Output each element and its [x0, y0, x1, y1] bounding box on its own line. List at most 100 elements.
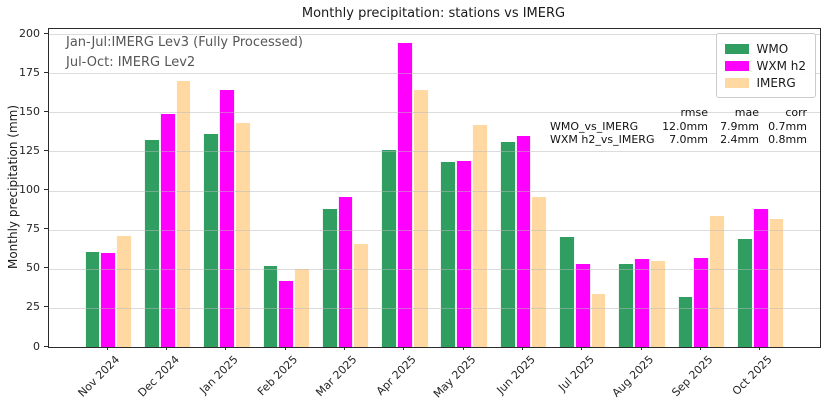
bar-IMERG-Aug-2025 [649, 260, 666, 347]
bar-IMERG-Dec-2024 [175, 80, 192, 347]
bar-IMERG-Mar-2025 [353, 243, 370, 347]
x-tick-mark-Apr-2025 [403, 346, 405, 350]
bar-WMO-Apr-2025 [381, 149, 397, 347]
stats-header-rmse: rmse [680, 106, 708, 119]
legend-swatch-IMERG [724, 77, 749, 88]
stats-value-corr: 0.7mm [768, 119, 807, 133]
stats-value-mae: 7.9mm [720, 119, 759, 133]
stats-value-rmse: 7.0mm [669, 133, 708, 146]
bar-WXM-h2-Jul-2025 [574, 264, 591, 347]
x-tick-label-text: Jul 2025 [556, 353, 597, 394]
bar-WMO-Nov-2024 [84, 251, 101, 347]
x-tick-label-text: Aug 2025 [609, 353, 657, 400]
processing-note-line1: Jan-Jul:IMERG Lev3 (Fully Processed) [66, 35, 303, 50]
bars-layer [49, 29, 820, 347]
bar-IMERG-Nov-2024 [116, 235, 133, 347]
bar-WMO-Mar-2025 [321, 209, 338, 347]
bar-IMERG-Sep-2025 [709, 215, 726, 347]
y-tick-mark-75 [44, 228, 48, 230]
legend-item-IMERG: IMERG [724, 74, 807, 91]
y-tick-mark-50 [44, 267, 48, 269]
y-tick-mark-150 [44, 110, 48, 112]
stats-row-label: WXM h2_vs_IMERG [550, 133, 655, 146]
y-tick-label-100: 100 [19, 183, 40, 196]
bar-WXM-h2-Nov-2024 [100, 253, 117, 347]
bar-WMO-Jun-2025 [499, 142, 516, 347]
plot-area [48, 28, 821, 348]
x-tick-label-text: Sep 2025 [669, 353, 716, 400]
processing-note: Jan-Jul:IMERG Lev3 (Fully Processed) Jul… [66, 33, 303, 73]
x-tick-label-text: Oct 2025 [729, 353, 775, 398]
x-tick-label-text: Jun 2025 [494, 353, 538, 397]
bar-WMO-Aug-2025 [618, 264, 635, 347]
legend: WMO WXM h2 IMERG [715, 33, 816, 98]
x-tick-mark-Jun-2025 [521, 346, 523, 350]
bar-IMERG-Jun-2025 [531, 196, 548, 347]
y-tick-label-0: 0 [33, 339, 40, 353]
bar-WMO-Feb-2025 [262, 265, 279, 347]
bar-WMO-Jan-2025 [203, 134, 219, 347]
stats-value-rmse: 12.0mm [662, 119, 708, 133]
x-tick-mark-Sep-2025 [699, 346, 701, 350]
y-tick-mark-25 [44, 306, 48, 308]
bar-WMO-Jul-2025 [559, 237, 575, 347]
x-tick-mark-May-2025 [462, 346, 464, 350]
x-tick-label-text: May 2025 [430, 353, 479, 401]
bar-WMO-Dec-2024 [143, 140, 160, 347]
legend-label: IMERG [756, 75, 796, 90]
x-tick-label-text: Nov 2024 [75, 353, 123, 400]
y-tick-label-50: 50 [26, 261, 40, 275]
bar-IMERG-Jan-2025 [234, 123, 251, 347]
x-tick-mark-Dec-2024 [166, 346, 168, 350]
bar-WXM-h2-Oct-2025 [752, 209, 769, 347]
x-tick-label-text: Dec 2024 [135, 353, 182, 400]
x-tick-label-text: Apr 2025 [374, 353, 420, 398]
stats-header-mae: mae [734, 106, 759, 119]
x-tick-mark-Jul-2025 [581, 346, 583, 350]
y-tick-label-75: 75 [26, 222, 40, 236]
chart-title: Monthly precipitation: stations vs IMERG [301, 6, 566, 21]
x-tick-mark-Jan-2025 [225, 346, 227, 350]
y-tick-label-125: 125 [19, 143, 40, 157]
stats-row-label: WMO_vs_IMERG [550, 119, 639, 133]
x-tick-mark-Aug-2025 [640, 346, 642, 350]
bar-IMERG-Jul-2025 [590, 293, 607, 347]
stats-value-mae: 2.4mm [720, 133, 759, 146]
legend-item-WXM-h2: WXM h2 [724, 57, 806, 74]
bar-WXM-h2-Feb-2025 [278, 281, 295, 347]
stats-header-corr: corr [785, 106, 807, 119]
x-tick-mark-Mar-2025 [344, 346, 346, 350]
bar-WMO-May-2025 [440, 162, 457, 347]
x-tick-mark-Feb-2025 [284, 346, 286, 350]
stats-table: rmse mae corr WMO_vs_IMERG 12.0mm 7.9mm 0.7mm W… [550, 106, 807, 147]
x-tick-label-text: Mar 2025 [313, 353, 360, 400]
x-tick-label-text: Feb 2025 [255, 353, 301, 399]
bar-WXM-h2-Aug-2025 [634, 259, 650, 347]
y-tick-label-200: 200 [19, 26, 40, 40]
stats-value-corr: 0.8mm [768, 133, 807, 146]
y-tick-label-175: 175 [19, 65, 40, 79]
bar-WXM-h2-Dec-2024 [159, 113, 176, 347]
bar-WXM-h2-Apr-2025 [396, 43, 413, 347]
bar-WXM-h2-May-2025 [456, 160, 473, 347]
bar-WXM-h2-Mar-2025 [337, 196, 354, 347]
y-tick-mark-125 [44, 149, 48, 151]
bar-WXM-h2-Jan-2025 [219, 90, 235, 347]
bar-WXM-h2-Sep-2025 [693, 257, 710, 347]
bar-IMERG-May-2025 [472, 124, 488, 347]
y-tick-mark-0 [44, 345, 48, 347]
bar-WMO-Sep-2025 [677, 296, 694, 347]
x-tick-label-text: Jan 2025 [197, 353, 242, 397]
y-tick-mark-100 [44, 189, 48, 190]
y-tick-label-25: 25 [26, 300, 40, 314]
bar-WXM-h2-Jun-2025 [515, 135, 532, 347]
processing-note-line2: Jul-Oct: IMERG Lev2 [66, 55, 196, 70]
stats-header-blank [550, 106, 650, 120]
bar-IMERG-Oct-2025 [768, 218, 785, 347]
bar-IMERG-Apr-2025 [412, 90, 429, 347]
legend-swatch-WXM-h2 [724, 60, 749, 71]
bar-IMERG-Feb-2025 [294, 268, 310, 347]
legend-label: WMO [756, 41, 789, 56]
legend-swatch-WMO [724, 43, 749, 54]
